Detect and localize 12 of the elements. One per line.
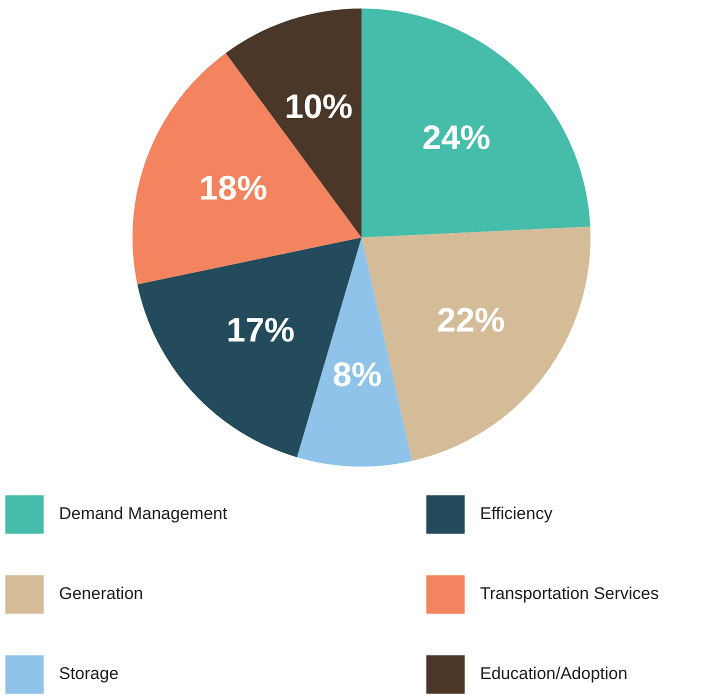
legend-label: Generation [59, 584, 144, 604]
legend-label: Transportation Services [480, 584, 660, 604]
legend-label: Demand Management [59, 504, 228, 524]
legend-label: Efficiency [480, 504, 554, 524]
legend-label: Storage [59, 664, 120, 684]
data-label: 8% [332, 356, 382, 394]
legend-label: Education/Adoption [480, 664, 628, 684]
data-label: 17% [226, 312, 295, 350]
data-label: 22% [436, 302, 505, 340]
data-label: 24% [422, 119, 490, 158]
data-label: 18% [199, 169, 268, 208]
data-label: 10% [284, 88, 353, 126]
